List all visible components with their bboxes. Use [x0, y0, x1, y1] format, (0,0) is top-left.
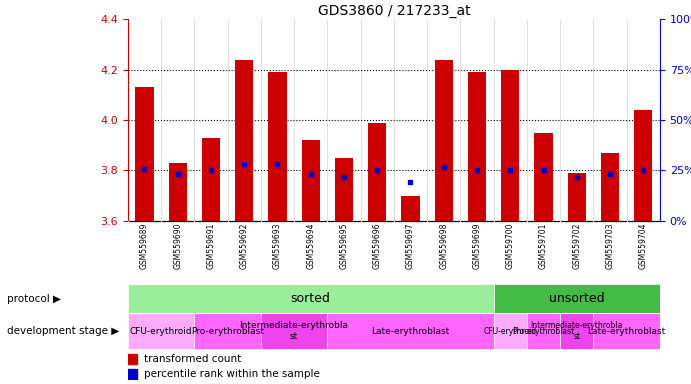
Bar — [634, 110, 652, 221]
Text: Intermediate-erythrobla
st: Intermediate-erythrobla st — [531, 321, 623, 341]
Bar — [135, 87, 153, 221]
Text: GSM559700: GSM559700 — [506, 223, 515, 269]
Bar — [567, 173, 586, 221]
Bar — [335, 158, 353, 221]
Bar — [435, 60, 453, 221]
Text: GSM559692: GSM559692 — [240, 223, 249, 269]
Text: CFU-erythroid: CFU-erythroid — [130, 327, 192, 336]
Text: GSM559698: GSM559698 — [439, 223, 448, 269]
Bar — [527, 313, 560, 349]
Bar — [194, 313, 261, 349]
Bar — [128, 354, 138, 364]
Bar — [328, 313, 493, 349]
Bar — [202, 137, 220, 221]
Text: GSM559695: GSM559695 — [339, 223, 348, 269]
Text: GSM559703: GSM559703 — [605, 223, 614, 269]
Text: GSM559696: GSM559696 — [372, 223, 381, 269]
Bar — [235, 60, 254, 221]
Text: percentile rank within the sample: percentile rank within the sample — [144, 369, 320, 379]
Text: Late-erythroblast: Late-erythroblast — [371, 327, 450, 336]
Text: Intermediate-erythrobla
st: Intermediate-erythrobla st — [240, 321, 348, 341]
Bar — [268, 72, 287, 221]
Text: Pro-erythroblast: Pro-erythroblast — [513, 327, 575, 336]
Bar — [560, 313, 594, 349]
Bar — [128, 369, 138, 379]
Text: Pro-erythroblast: Pro-erythroblast — [191, 327, 264, 336]
Text: sorted: sorted — [291, 292, 331, 305]
Text: GSM559690: GSM559690 — [173, 223, 182, 269]
Text: GSM559701: GSM559701 — [539, 223, 548, 269]
Text: transformed count: transformed count — [144, 354, 241, 364]
Bar — [534, 132, 553, 221]
Text: GSM559697: GSM559697 — [406, 223, 415, 269]
Bar — [128, 284, 493, 313]
Text: unsorted: unsorted — [549, 292, 605, 305]
Bar — [368, 122, 386, 221]
Text: GSM559693: GSM559693 — [273, 223, 282, 269]
Text: development stage ▶: development stage ▶ — [7, 326, 119, 336]
Bar — [594, 313, 660, 349]
Text: Late-erythroblast: Late-erythroblast — [587, 327, 665, 336]
Bar — [493, 284, 660, 313]
Text: protocol ▶: protocol ▶ — [7, 293, 61, 304]
Bar — [128, 313, 194, 349]
Text: CFU-erythroid: CFU-erythroid — [484, 327, 537, 336]
Text: GSM559694: GSM559694 — [306, 223, 315, 269]
Text: GSM559689: GSM559689 — [140, 223, 149, 269]
Bar — [261, 313, 328, 349]
Text: GSM559702: GSM559702 — [572, 223, 581, 269]
Bar — [301, 140, 320, 221]
Text: GSM559699: GSM559699 — [473, 223, 482, 269]
Bar — [501, 70, 520, 221]
Bar — [401, 195, 419, 221]
Bar — [468, 72, 486, 221]
Bar — [493, 313, 527, 349]
Text: GSM559691: GSM559691 — [207, 223, 216, 269]
Title: GDS3860 / 217233_at: GDS3860 / 217233_at — [318, 4, 470, 18]
Bar — [601, 153, 619, 221]
Text: GSM559704: GSM559704 — [638, 223, 647, 269]
Bar — [169, 163, 187, 221]
